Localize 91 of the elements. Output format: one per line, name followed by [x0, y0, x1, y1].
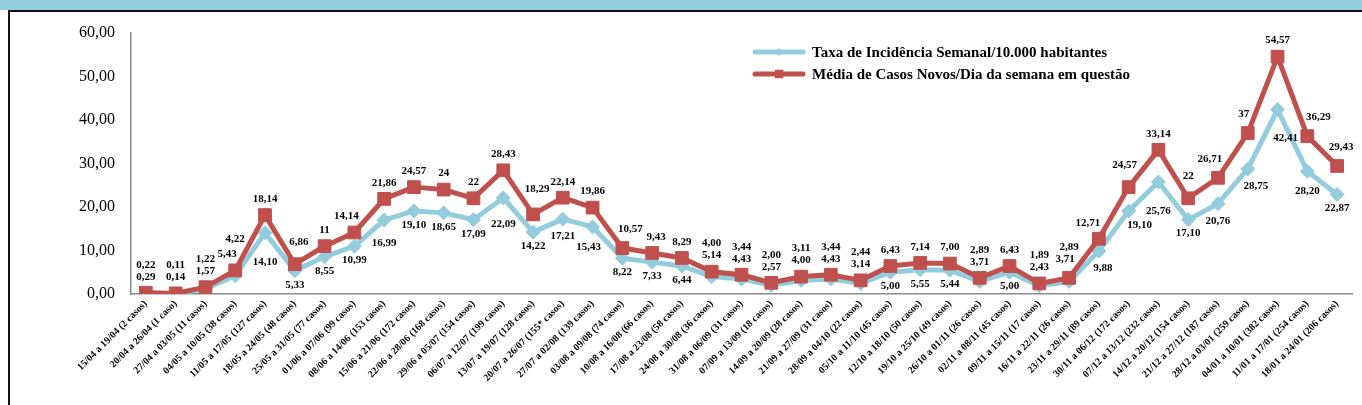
- y-tick-label: 30,00: [79, 153, 115, 171]
- data-label: 4,22: [225, 232, 246, 245]
- data-label: 54,57: [1265, 33, 1291, 46]
- data-label: 5,33: [285, 277, 305, 290]
- data-label: 33,14: [1146, 126, 1172, 139]
- data-label: 19,10: [401, 217, 427, 230]
- data-label: 37: [1238, 106, 1250, 119]
- data-label: 0,11: [166, 258, 185, 271]
- data-label: 22,09: [490, 216, 517, 229]
- data-label: 4,43: [731, 251, 752, 264]
- data-label: 10,57: [618, 221, 644, 234]
- data-label: 9,88: [1093, 260, 1113, 273]
- legend-label: Média de Casos Novos/Dia da semana em questão: [812, 65, 1131, 82]
- data-label: 6,86: [289, 235, 309, 247]
- y-tick-label: 20,00: [79, 197, 115, 215]
- data-label: 17,09: [461, 226, 487, 239]
- data-label: 3,44: [731, 239, 752, 252]
- data-label: 22: [1182, 169, 1195, 182]
- data-label: 14,10: [252, 254, 278, 267]
- y-tick-label: 10,00: [79, 240, 115, 258]
- data-label: 19,10: [1127, 217, 1153, 230]
- data-label: 7,00: [940, 240, 961, 253]
- data-label: 5,55: [910, 276, 931, 289]
- data-label: 7,14: [910, 239, 931, 252]
- data-label: 8,55: [314, 263, 335, 276]
- data-label: 42,41: [1273, 131, 1298, 144]
- data-label: 2,89: [1059, 239, 1080, 252]
- y-tick-label: 50,00: [79, 66, 115, 84]
- data-label: 1,57: [195, 264, 216, 277]
- data-label: 3,44: [821, 239, 841, 252]
- data-label: 15,43: [576, 239, 602, 252]
- data-label: 18,14: [252, 191, 278, 204]
- data-label: 24,57: [1112, 157, 1138, 170]
- data-label: 22,87: [1324, 201, 1350, 214]
- data-label: 2,44: [851, 245, 871, 258]
- data-label: 0,29: [136, 269, 157, 282]
- data-label: 26,71: [1197, 151, 1223, 164]
- data-label: 5,00: [880, 279, 901, 292]
- data-label: 11: [319, 222, 330, 235]
- data-label: 2,43: [1029, 260, 1050, 273]
- data-label: 4,00: [791, 253, 812, 266]
- data-label: 3,71: [1055, 251, 1075, 264]
- data-label: 14,14: [333, 209, 360, 222]
- data-label: 18,65: [431, 219, 457, 232]
- legend-label: Taxa de Incidência Semanal/10.000 habitantes: [812, 43, 1108, 60]
- data-label: 28,20: [1294, 184, 1321, 197]
- data-label: 1,22: [195, 252, 216, 265]
- data-label: 0,14: [166, 270, 186, 283]
- data-label: 8,29: [672, 234, 693, 247]
- data-label: 9,43: [646, 229, 667, 242]
- data-label: 7,33: [642, 268, 663, 281]
- data-label: 2,89: [970, 242, 990, 255]
- data-label: 12,71: [1075, 215, 1101, 228]
- data-label: 5,44: [940, 277, 961, 290]
- data-label: 5,14: [702, 248, 722, 261]
- data-label: 6,43: [999, 242, 1020, 255]
- data-label: 17,10: [1175, 226, 1202, 239]
- data-label: 22,14: [550, 174, 576, 187]
- y-tick-label: 60,00: [79, 23, 115, 41]
- data-label: 17,21: [550, 228, 576, 241]
- data-label: 6,43: [880, 242, 901, 255]
- data-label: 18,29: [524, 182, 550, 195]
- y-tick-label: 40,00: [79, 110, 115, 128]
- data-label: 2,57: [761, 259, 782, 272]
- data-label: 0,22: [136, 257, 157, 270]
- data-label: 1,89: [1029, 248, 1050, 261]
- data-label: 20,76: [1205, 213, 1231, 226]
- data-label: 28,75: [1243, 178, 1269, 191]
- data-label: 4,43: [821, 251, 841, 264]
- data-label: 22: [467, 175, 480, 188]
- data-label: 5,00: [999, 279, 1020, 292]
- data-label: 3,71: [970, 254, 990, 267]
- data-label: 4,00: [702, 236, 722, 249]
- data-label: 16,99: [371, 235, 398, 248]
- data-label: 19,86: [580, 184, 606, 197]
- data-label: 24,57: [401, 163, 427, 176]
- data-label: 6,44: [672, 272, 693, 285]
- data-label: 8,22: [612, 265, 633, 278]
- data-label: 2,00: [761, 247, 782, 260]
- data-label: 29,43: [1328, 139, 1354, 152]
- data-label: 10,99: [341, 253, 368, 266]
- data-label: 3,14: [851, 257, 871, 270]
- data-label: 36,29: [1305, 109, 1332, 122]
- data-label: 5,43: [217, 247, 238, 260]
- data-label: 28,43: [490, 147, 517, 160]
- data-label: 24: [438, 166, 450, 179]
- data-label: 3,11: [791, 241, 811, 254]
- y-tick-label: 0,00: [87, 284, 115, 302]
- data-label: 21,86: [371, 175, 398, 188]
- data-label: 25,76: [1146, 203, 1172, 216]
- data-label: 14,22: [520, 238, 546, 251]
